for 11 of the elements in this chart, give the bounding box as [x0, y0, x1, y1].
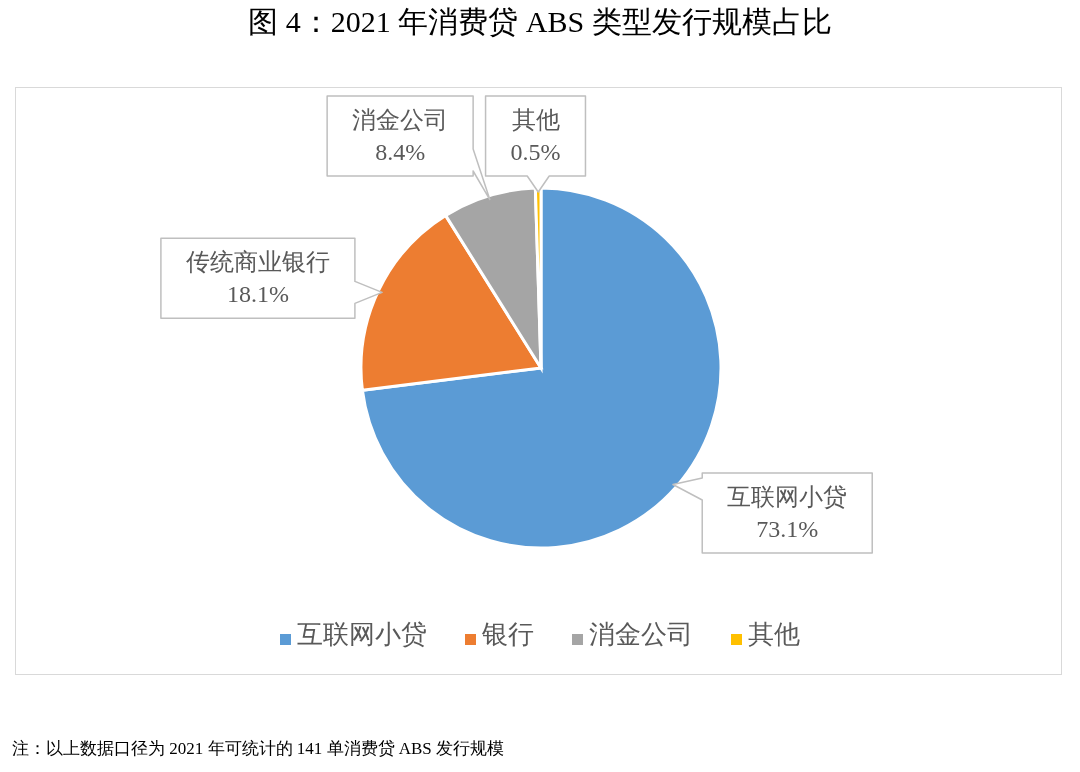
legend-label: 其他 [747, 620, 800, 649]
text: 注：以上数据口径为 2021 年可统计的 141 单消费贷 ABS 发行规模 [12, 738, 505, 760]
legend-label: 互联网小贷 [296, 620, 427, 649]
pie-slice [360, 186, 723, 550]
chart-title: 图 4：2021 年消费贷 ABS 类型发行规模占比 [247, 4, 833, 40]
data-label: 消金公司 8.4% [352, 107, 449, 165]
data-label: 其他 0.5% [510, 107, 561, 165]
legend-label: 银行 [481, 620, 534, 649]
data-label: 互联网小贷 73.1% [727, 483, 848, 542]
data-label: 传统商业银行 18.1% [185, 249, 330, 308]
legend-label: 消金公司 [588, 620, 693, 649]
